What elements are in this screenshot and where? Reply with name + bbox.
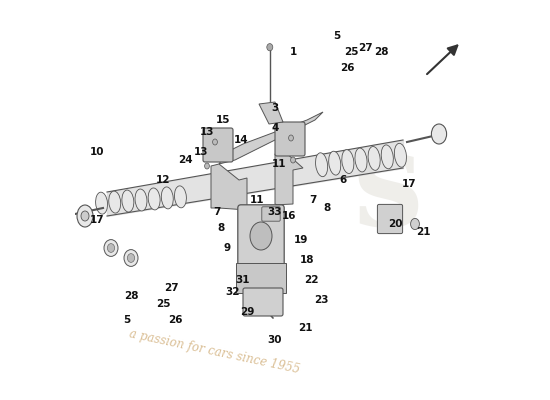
Text: 10: 10 [90, 147, 104, 157]
Text: 30: 30 [268, 335, 282, 345]
Polygon shape [275, 152, 303, 205]
Text: 33: 33 [268, 207, 282, 217]
Text: 16: 16 [282, 211, 296, 221]
Ellipse shape [267, 44, 273, 51]
Ellipse shape [205, 163, 210, 169]
Text: 8: 8 [323, 203, 331, 213]
Ellipse shape [431, 124, 447, 144]
FancyBboxPatch shape [275, 122, 305, 156]
Text: S: S [351, 152, 423, 248]
Ellipse shape [213, 139, 217, 145]
Text: 13: 13 [194, 147, 208, 157]
Text: 17: 17 [90, 215, 104, 225]
Text: 27: 27 [358, 43, 372, 53]
Ellipse shape [394, 143, 406, 167]
Ellipse shape [174, 186, 186, 208]
Text: 22: 22 [304, 275, 318, 285]
Ellipse shape [148, 188, 160, 210]
Text: 9: 9 [223, 243, 230, 253]
Ellipse shape [290, 157, 295, 163]
Text: 21: 21 [298, 323, 312, 333]
Ellipse shape [135, 189, 147, 211]
Ellipse shape [96, 192, 108, 214]
Polygon shape [219, 112, 323, 164]
Ellipse shape [316, 153, 328, 177]
Ellipse shape [81, 211, 89, 221]
Polygon shape [259, 102, 283, 124]
Text: 11: 11 [250, 195, 264, 205]
Text: 28: 28 [124, 291, 138, 301]
FancyBboxPatch shape [236, 263, 286, 293]
Ellipse shape [161, 187, 173, 209]
Ellipse shape [104, 240, 118, 256]
Polygon shape [211, 164, 247, 210]
Text: 7: 7 [213, 207, 221, 217]
Text: 21: 21 [416, 227, 430, 237]
Text: 23: 23 [314, 295, 328, 305]
Text: 25: 25 [156, 299, 170, 309]
Text: 3: 3 [271, 103, 279, 113]
FancyBboxPatch shape [243, 288, 283, 316]
Text: 7: 7 [309, 195, 317, 205]
FancyBboxPatch shape [262, 207, 280, 221]
FancyBboxPatch shape [203, 128, 233, 162]
FancyBboxPatch shape [377, 204, 403, 234]
Text: 20: 20 [388, 219, 402, 229]
Text: 27: 27 [164, 283, 178, 293]
Text: 18: 18 [300, 255, 314, 265]
Text: 8: 8 [217, 223, 224, 233]
Text: 24: 24 [178, 155, 192, 165]
Ellipse shape [124, 250, 138, 266]
Text: 15: 15 [216, 115, 230, 125]
Text: 31: 31 [236, 275, 250, 285]
Ellipse shape [342, 150, 354, 174]
Text: 28: 28 [374, 47, 388, 57]
Text: 5: 5 [333, 31, 340, 41]
Ellipse shape [411, 218, 420, 230]
Ellipse shape [128, 254, 135, 262]
Text: 32: 32 [226, 287, 240, 297]
Text: 26: 26 [168, 315, 182, 325]
Ellipse shape [122, 190, 134, 212]
Ellipse shape [107, 244, 114, 252]
Ellipse shape [250, 222, 272, 250]
Text: 1: 1 [289, 47, 296, 57]
Ellipse shape [381, 145, 393, 169]
Ellipse shape [77, 205, 93, 227]
FancyBboxPatch shape [238, 205, 284, 267]
Text: a passion for cars since 1955: a passion for cars since 1955 [129, 328, 301, 376]
Text: 17: 17 [402, 179, 416, 189]
Ellipse shape [368, 146, 380, 170]
Text: 5: 5 [123, 315, 131, 325]
Text: 14: 14 [234, 135, 248, 145]
Ellipse shape [355, 148, 367, 172]
Text: 29: 29 [240, 307, 254, 317]
Text: 19: 19 [294, 235, 308, 245]
Ellipse shape [329, 151, 341, 175]
Text: 12: 12 [156, 175, 170, 185]
Text: 11: 11 [272, 159, 286, 169]
Text: 13: 13 [200, 127, 215, 137]
Text: 4: 4 [271, 123, 279, 133]
Text: 6: 6 [339, 175, 347, 185]
Text: 25: 25 [344, 47, 358, 57]
Text: 26: 26 [340, 63, 354, 73]
Ellipse shape [289, 135, 293, 141]
Ellipse shape [109, 191, 120, 213]
